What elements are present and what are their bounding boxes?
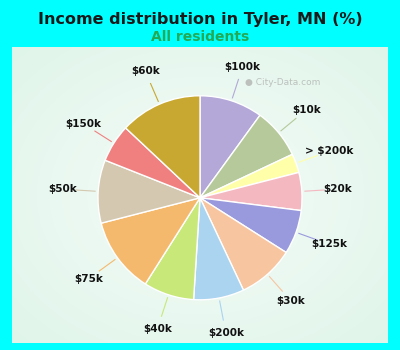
- Text: $30k: $30k: [277, 296, 306, 306]
- Wedge shape: [200, 198, 286, 290]
- Wedge shape: [200, 154, 299, 198]
- Text: $150k: $150k: [66, 119, 102, 129]
- Text: $125k: $125k: [312, 239, 348, 250]
- Text: $60k: $60k: [131, 66, 160, 76]
- Text: $75k: $75k: [74, 274, 103, 284]
- Text: ● City-Data.com: ● City-Data.com: [245, 78, 320, 87]
- Wedge shape: [101, 198, 200, 284]
- Wedge shape: [200, 115, 292, 198]
- Text: $200k: $200k: [208, 328, 244, 338]
- Wedge shape: [98, 160, 200, 223]
- Wedge shape: [200, 173, 302, 211]
- Wedge shape: [105, 128, 200, 198]
- Wedge shape: [200, 96, 260, 198]
- Text: $10k: $10k: [292, 105, 320, 115]
- Text: $100k: $100k: [224, 62, 260, 72]
- Wedge shape: [194, 198, 244, 300]
- Text: $50k: $50k: [48, 184, 77, 194]
- Wedge shape: [126, 96, 200, 198]
- Text: Income distribution in Tyler, MN (%): Income distribution in Tyler, MN (%): [38, 12, 362, 27]
- Wedge shape: [145, 198, 200, 300]
- Text: All residents: All residents: [151, 30, 249, 44]
- Text: $40k: $40k: [143, 324, 172, 334]
- Text: > $200k: > $200k: [306, 146, 354, 156]
- Text: $20k: $20k: [323, 184, 352, 194]
- Wedge shape: [200, 198, 301, 252]
